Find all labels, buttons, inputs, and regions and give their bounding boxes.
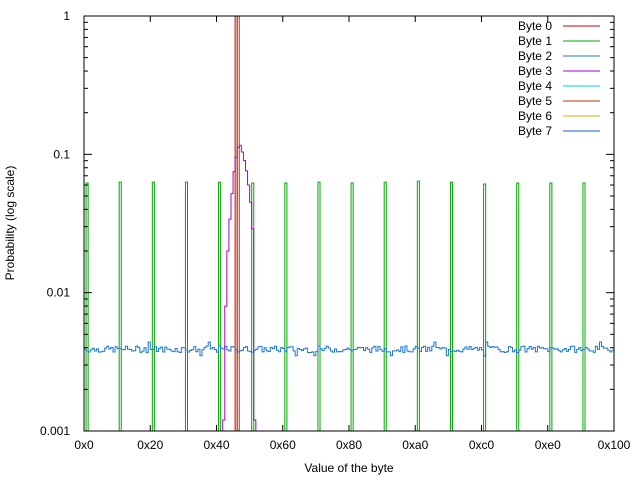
y-tick-label: 0.001 bbox=[40, 424, 70, 438]
legend-label: Byte 6 bbox=[518, 109, 552, 123]
y-axis-label: Probability (log scale) bbox=[3, 166, 17, 281]
legend-label: Byte 0 bbox=[518, 19, 552, 33]
x-tick-label: 0x80 bbox=[336, 438, 362, 452]
legend-label: Byte 7 bbox=[518, 124, 552, 138]
x-tick-label: 0x20 bbox=[137, 438, 163, 452]
series-spike bbox=[184, 181, 189, 431]
series-spike bbox=[350, 182, 354, 431]
y-tick-label: 0.01 bbox=[47, 286, 71, 300]
series-spike bbox=[582, 182, 586, 431]
series-spike bbox=[483, 183, 487, 431]
series-spike bbox=[85, 182, 89, 431]
series-spike bbox=[218, 181, 222, 431]
ticks-layer: 0x0 0x20 0x40 0x60 0x80 0xa0 0xc0 0xe0 0x100 0.00… bbox=[40, 9, 631, 452]
x-tick-label: 0x100 bbox=[598, 438, 631, 452]
series-spike bbox=[284, 182, 288, 431]
series-spike bbox=[118, 181, 122, 431]
series-line-byte-2 bbox=[84, 341, 614, 357]
x-tick-label: 0xc0 bbox=[469, 438, 495, 452]
series-spike bbox=[236, 15, 240, 431]
legend-label: Byte 3 bbox=[518, 64, 552, 78]
x-tick-label: 0x60 bbox=[270, 438, 296, 452]
y-tick-label: 0.1 bbox=[53, 147, 70, 161]
series-spike bbox=[549, 182, 553, 431]
series-layer bbox=[84, 15, 614, 431]
x-tick-label: 0x40 bbox=[203, 438, 229, 452]
series-spike bbox=[449, 181, 454, 431]
series-spike bbox=[151, 181, 155, 431]
y-tick-label: 1 bbox=[63, 9, 70, 23]
x-tick-label: 0xe0 bbox=[535, 438, 561, 452]
legend-label: Byte 5 bbox=[518, 94, 552, 108]
x-tick-label: 0x0 bbox=[74, 438, 94, 452]
series-spike bbox=[383, 181, 387, 431]
series-spike bbox=[516, 182, 520, 431]
series-spike bbox=[317, 181, 321, 431]
x-tick-label: 0xa0 bbox=[402, 438, 428, 452]
x-axis-label: Value of the byte bbox=[304, 461, 394, 475]
legend-label: Byte 2 bbox=[518, 49, 552, 63]
legend-label: Byte 1 bbox=[518, 34, 552, 48]
legend-label: Byte 4 bbox=[518, 79, 552, 93]
series-spike bbox=[416, 180, 420, 431]
